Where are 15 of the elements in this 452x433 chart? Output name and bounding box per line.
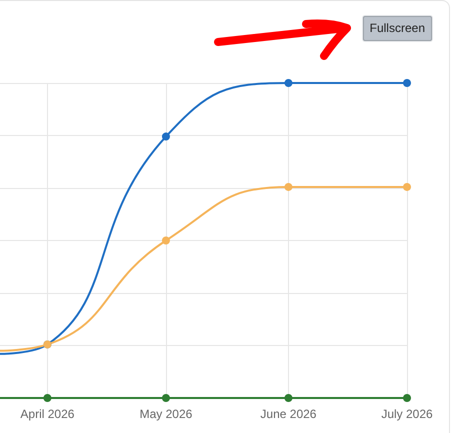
point <box>284 394 292 402</box>
button: Fullscreen <box>362 16 432 41</box>
point <box>403 182 411 191</box>
point <box>162 394 170 402</box>
point <box>162 132 170 141</box>
point <box>284 182 292 191</box>
point <box>43 394 52 402</box>
x-tick-label: April 2026 <box>20 407 75 421</box>
point <box>162 236 170 244</box>
point <box>284 79 292 87</box>
x-tick-label: July 2026 <box>381 407 434 421</box>
x-tick-label: June 2026 <box>260 407 317 421</box>
x-tick-label: May 2026 <box>140 407 193 421</box>
point <box>403 79 411 87</box>
point <box>403 394 411 402</box>
